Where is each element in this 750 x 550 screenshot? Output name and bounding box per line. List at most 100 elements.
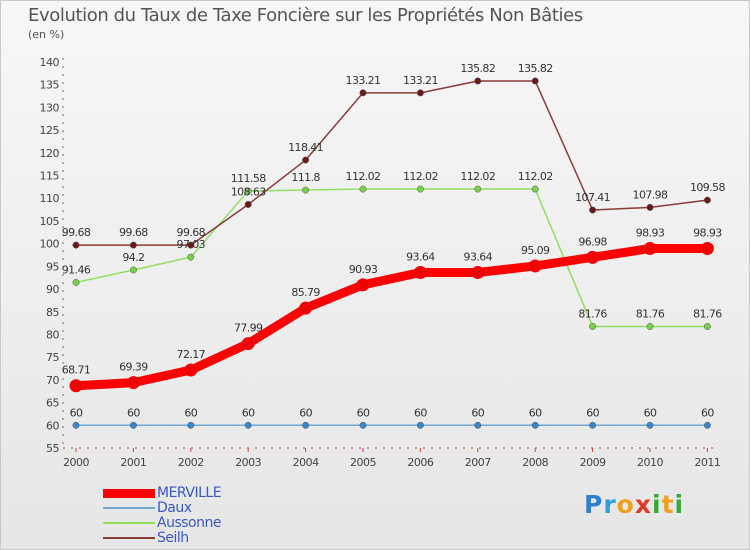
y-tick-label: 80 (46, 328, 59, 341)
data-label-seilh: 99.68 (62, 226, 91, 239)
data-point-seilh (589, 206, 597, 214)
data-point-aussonne (646, 323, 654, 330)
data-label-merville: 98.93 (636, 227, 665, 240)
data-point-seilh (359, 89, 367, 97)
data-label-seilh: 107.98 (633, 188, 668, 201)
legend-swatch-seilh (103, 537, 155, 539)
data-label-daux: 60 (529, 406, 542, 419)
y-tick-label: 55 (46, 442, 59, 455)
series-line-aussonne (75, 188, 709, 328)
x-tick-label: 2001 (120, 456, 146, 469)
data-label-merville: 96.98 (578, 235, 607, 248)
data-label-daux: 60 (299, 406, 312, 419)
y-tick-label: 90 (46, 283, 59, 296)
x-tick-label: 2000 (63, 456, 89, 469)
logo-letter: t (661, 490, 675, 519)
data-point-aussonne (416, 185, 424, 193)
data-label-seilh: 107.41 (575, 191, 610, 204)
y-tick-label: 125 (40, 124, 60, 137)
data-point-daux (589, 421, 597, 429)
legend-label-merville: MERVILLE (157, 485, 222, 501)
data-label-seilh: 135.82 (460, 62, 495, 75)
data-point-aussonne (531, 185, 539, 193)
series-markers (69, 77, 714, 429)
data-label-merville: 95.09 (521, 244, 550, 257)
y-tick-label: 100 (40, 238, 60, 251)
data-point-merville (643, 242, 657, 256)
data-label-aussonne: 97.03 (177, 238, 206, 251)
data-label-seilh: 133.21 (403, 74, 438, 87)
x-tick-label: 2003 (235, 456, 261, 469)
data-point-merville (471, 266, 485, 280)
data-label-aussonne: 91.46 (62, 263, 91, 276)
x-tick-label: 2011 (694, 456, 720, 469)
data-label-daux: 60 (414, 406, 427, 419)
x-tick-label: 2002 (178, 456, 204, 469)
data-point-aussonne (474, 185, 482, 193)
data-label-daux: 60 (357, 406, 370, 419)
data-point-merville (413, 266, 427, 280)
data-label-aussonne: 81.76 (636, 307, 665, 320)
data-label-aussonne: 111.8 (291, 171, 320, 184)
chart-title: Evolution du Taux de Taxe Foncière sur l… (28, 5, 583, 26)
logo-letter: i (674, 490, 685, 519)
data-label-aussonne: 112.02 (460, 170, 495, 183)
unit-label: (en %) (28, 28, 65, 41)
data-point-seilh (416, 89, 424, 97)
data-point-merville (700, 242, 714, 256)
data-label-aussonne: 111.58 (231, 172, 266, 185)
axes: 55 60 65 70 75 80 85 90 95 100 105 110 115 120 125 130 1… (40, 56, 721, 469)
data-label-merville: 85.79 (291, 286, 320, 299)
data-label-merville: 77.99 (234, 322, 263, 335)
data-point-aussonne (129, 266, 137, 274)
data-point-merville (299, 301, 313, 315)
data-point-merville (586, 250, 600, 264)
data-label-aussonne: 112.02 (403, 170, 438, 183)
logo-letter: i (652, 490, 662, 519)
y-tick-label: 110 (40, 192, 60, 205)
data-point-daux (187, 421, 195, 429)
data-point-daux (474, 421, 482, 429)
data-label-merville: 68.71 (62, 364, 91, 377)
data-label-daux: 60 (70, 406, 83, 419)
y-tick-label: 95 (46, 260, 59, 273)
y-tick-label: 140 (40, 56, 60, 69)
series-labels: 60 60 60 60 60 60 60 60 60 60 60 60 91.46 94.2 97.03 11… (62, 62, 726, 419)
data-label-merville: 93.64 (464, 251, 493, 264)
data-point-seilh (474, 77, 482, 85)
data-label-merville: 90.93 (349, 263, 378, 276)
data-point-seilh (129, 241, 137, 249)
y-tick-label: 70 (46, 374, 59, 387)
x-tick-label: 2009 (580, 456, 606, 469)
data-point-daux (72, 421, 80, 429)
x-tick-label: 2010 (637, 456, 663, 469)
data-point-aussonne (589, 323, 597, 330)
data-label-merville: 98.93 (693, 227, 722, 240)
x-tick-label: 2004 (293, 456, 319, 469)
data-label-daux: 60 (242, 406, 255, 419)
data-label-seilh: 99.68 (177, 226, 206, 239)
legend-label-aussonne: Aussonne (157, 515, 221, 531)
logo-letter: P (584, 490, 604, 519)
legend-label-daux: Daux (157, 500, 192, 516)
y-tick-label: 135 (40, 79, 60, 92)
data-label-seilh: 118.41 (288, 141, 323, 154)
data-point-merville (356, 278, 370, 292)
y-tick-label: 85 (46, 306, 59, 319)
data-point-seilh (187, 241, 195, 249)
x-tick-label: 2006 (407, 456, 433, 469)
y-tick-label: 130 (40, 101, 60, 114)
data-label-aussonne: 94.2 (122, 251, 144, 264)
y-tick-label: 120 (40, 147, 60, 160)
data-label-seilh: 133.21 (346, 74, 381, 87)
series-lines (71, 80, 712, 427)
data-label-aussonne: 112.02 (346, 170, 381, 183)
data-point-daux (244, 421, 252, 429)
x-tick-label: 2008 (522, 456, 548, 469)
data-point-seilh (244, 201, 252, 208)
data-label-daux: 60 (471, 406, 484, 419)
logo-letter: x (634, 490, 652, 519)
series-line-merville (71, 244, 712, 391)
legend-swatch-merville (103, 489, 155, 498)
